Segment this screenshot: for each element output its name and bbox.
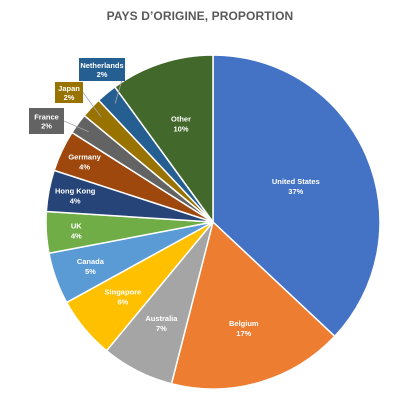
slice-value-canada: 5% [85,267,96,276]
slice-value-belgium: 17% [236,329,251,338]
slice-label-netherlands: Netherlands [80,61,123,70]
slice-value-netherlands: 2% [97,70,108,79]
slice-label-other: Other [171,115,191,124]
slice-value-united-states: 37% [288,187,303,196]
chart-title: PAYS D’ORIGINE, PROPORTION [106,9,294,23]
slice-label-belgium: Belgium [229,319,259,328]
slice-label-japan: Japan [58,84,80,93]
slice-value-france: 2% [41,122,52,131]
slice-value-japan: 2% [64,93,75,102]
callout-box-netherlands [79,58,125,81]
slice-value-singapore: 6% [117,298,128,307]
slice-value-australia: 7% [156,324,167,333]
callout-box-france [29,108,64,134]
slice-label-france: France [34,113,59,122]
slice-other [113,54,214,225]
slice-united-states [212,54,381,338]
slice-label-uk: UK [71,222,82,231]
slice-belgium [170,220,336,390]
callout-box-japan [55,82,83,103]
pie-slices [45,54,381,390]
slice-label-singapore: Singapore [105,288,142,297]
slice-label-australia: Australia [145,314,178,323]
slice-value-hong-kong: 4% [70,197,81,206]
slice-value-germany: 4% [79,163,90,172]
slice-value-uk: 4% [71,232,82,241]
slice-label-hong-kong: Hong Kong [55,187,96,196]
slice-label-united-states: United States [272,177,320,186]
slice-label-germany: Germany [68,153,101,162]
leader-line-france [63,120,89,133]
slice-value-other: 10% [173,125,188,134]
slice-label-canada: Canada [77,257,105,266]
leader-line-japan [82,92,102,118]
